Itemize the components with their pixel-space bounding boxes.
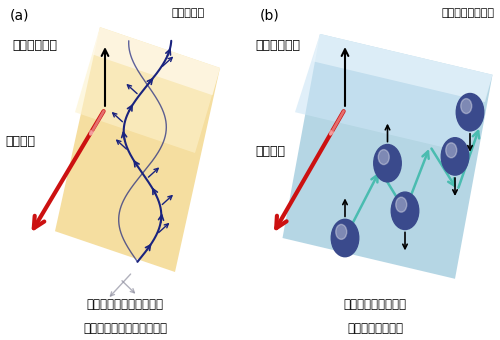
Polygon shape bbox=[92, 27, 220, 95]
Circle shape bbox=[456, 94, 484, 131]
Circle shape bbox=[461, 99, 472, 114]
Polygon shape bbox=[55, 27, 220, 272]
Text: (a): (a) bbox=[10, 8, 29, 22]
Circle shape bbox=[331, 219, 359, 257]
Circle shape bbox=[446, 143, 457, 158]
Circle shape bbox=[378, 150, 389, 165]
Circle shape bbox=[336, 224, 347, 239]
Circle shape bbox=[396, 197, 407, 212]
Text: 電子の運動によって: 電子の運動によって bbox=[344, 298, 406, 311]
Polygon shape bbox=[295, 34, 492, 153]
Text: スピンの波（マグノン）: スピンの波（マグノン） bbox=[86, 298, 164, 311]
Polygon shape bbox=[75, 27, 220, 153]
Polygon shape bbox=[312, 34, 492, 102]
Text: によって運ばれるスピン流: によって運ばれるスピン流 bbox=[83, 322, 167, 335]
Text: （金属・半導体）: （金属・半導体） bbox=[442, 8, 495, 18]
Text: スピン流: スピン流 bbox=[5, 135, 35, 148]
Text: （絶縁体）: （絶縁体） bbox=[172, 8, 205, 18]
Text: スピンの向き: スピンの向き bbox=[12, 39, 58, 52]
Text: スピンの向き: スピンの向き bbox=[255, 39, 300, 52]
Text: スピン流: スピン流 bbox=[255, 145, 285, 158]
Circle shape bbox=[442, 138, 469, 175]
Circle shape bbox=[391, 192, 419, 230]
Text: 運ばれるスピン流: 運ばれるスピン流 bbox=[347, 322, 403, 335]
Polygon shape bbox=[282, 34, 492, 279]
Text: (b): (b) bbox=[260, 8, 280, 22]
Circle shape bbox=[374, 144, 401, 182]
